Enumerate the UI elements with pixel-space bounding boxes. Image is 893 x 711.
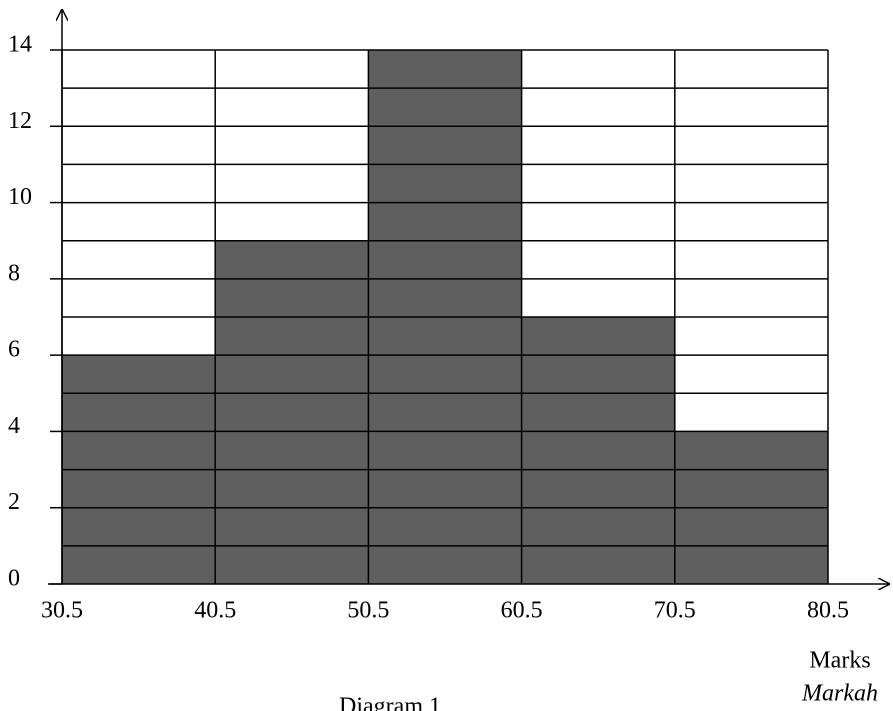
x-tick-label: 30.5	[41, 598, 83, 624]
x-tick-label: 60.5	[501, 598, 543, 624]
chart-title: Diagram 1	[339, 694, 441, 711]
x-axis-label: Marks	[809, 648, 870, 674]
y-tick-label: 6	[8, 337, 20, 363]
plot-area	[61, 49, 829, 584]
x-tick-label: 80.5	[807, 598, 849, 624]
x-axis-label-alt: Markah	[801, 681, 878, 707]
x-tick-label: 40.5	[194, 598, 236, 624]
y-tick-label: 12	[8, 108, 32, 134]
y-tick-label: 8	[8, 260, 20, 286]
bar	[215, 240, 369, 584]
y-tick-label: 4	[8, 413, 20, 439]
y-tick-label: 10	[8, 184, 32, 210]
x-tick-label: 50.5	[347, 598, 389, 624]
x-tick-label: 70.5	[654, 598, 696, 624]
y-tick-label: 0	[8, 566, 20, 592]
bar	[521, 317, 675, 584]
y-tick-label: 14	[8, 32, 32, 58]
y-tick-label: 2	[8, 489, 20, 515]
